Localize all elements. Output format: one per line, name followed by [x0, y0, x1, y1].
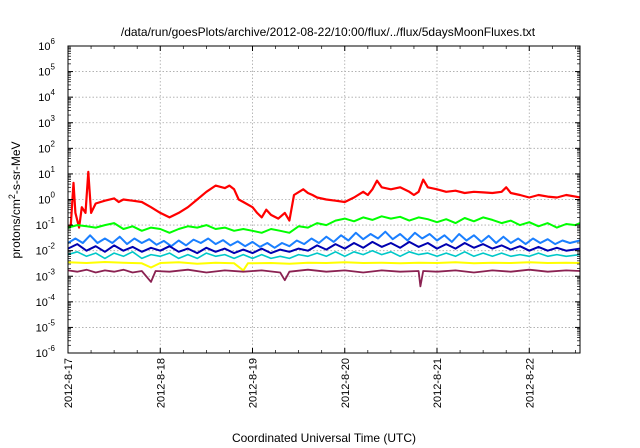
- y-tick-base: 10: [38, 169, 50, 181]
- y-tick-label: 10-3: [36, 267, 56, 283]
- series-line-4: [67, 240, 581, 255]
- series-line-6: [67, 261, 581, 272]
- x-tick-label: 2012-8-18: [155, 358, 167, 408]
- y-tick-base: 10: [36, 348, 48, 360]
- x-tick-label: 2012-8-17: [63, 358, 75, 408]
- y-tick-exp: -2: [48, 242, 56, 251]
- y-tick-label: 10-4: [36, 293, 56, 309]
- y-tick-exp: -6: [48, 344, 56, 353]
- series-line-7: [67, 268, 581, 288]
- chart-title: /data/run/goesPlots/archive/2012-08-22/1…: [121, 25, 536, 39]
- y-tick-exp: 4: [51, 88, 56, 97]
- y-tick-label: 102: [38, 139, 55, 155]
- y-tick-base: 10: [38, 195, 50, 207]
- y-tick-label: 103: [38, 114, 55, 130]
- y-axis-label-base: protons/cm: [9, 199, 23, 258]
- y-axis-label: protons/cm2-s-sr-MeV: [7, 141, 23, 258]
- y-tick-base: 10: [38, 92, 50, 104]
- x-tick-label: 2012-8-20: [340, 358, 352, 408]
- y-tick-label: 10-2: [36, 242, 56, 258]
- y-tick-exp: 3: [51, 114, 56, 123]
- series-line-2: [67, 215, 581, 234]
- y-tick-exp: 6: [51, 37, 56, 46]
- y-tick-base: 10: [36, 271, 48, 283]
- y-tick-base: 10: [38, 143, 50, 155]
- y-tick-label: 10-1: [36, 216, 56, 232]
- series-line-3: [67, 230, 581, 249]
- y-axis-label-exp: 2: [7, 194, 17, 199]
- y-tick-exp: -5: [48, 318, 56, 327]
- y-tick-base: 10: [36, 220, 48, 232]
- y-axis-label-rest: -s-sr-MeV: [9, 141, 23, 194]
- y-tick-label: 10-6: [36, 344, 56, 360]
- y-tick-base: 10: [38, 41, 50, 53]
- y-tick-base: 10: [36, 297, 48, 309]
- series-layer: [67, 170, 581, 288]
- y-tick-label: 101: [38, 165, 55, 181]
- y-tick-exp: 1: [51, 165, 56, 174]
- y-tick-label: 104: [38, 88, 55, 104]
- y-tick-label: 105: [38, 63, 55, 79]
- y-tick-exp: 2: [51, 139, 56, 148]
- y-tick-label: 100: [38, 191, 55, 207]
- y-tick-exp: 0: [51, 191, 56, 200]
- y-tick-base: 10: [36, 322, 48, 334]
- y-tick-label: 106: [38, 37, 55, 53]
- x-axis-label: Coordinated Universal Time (UTC): [232, 431, 416, 445]
- y-tick-base: 10: [38, 118, 50, 130]
- y-tick-exp: 5: [51, 63, 56, 72]
- axes: 10-610-510-410-310-210-11001011021031041…: [36, 37, 580, 408]
- x-tick-label: 2012-8-22: [524, 358, 536, 408]
- series-line-1: [67, 170, 581, 229]
- series-line-5: [67, 249, 581, 260]
- y-tick-base: 10: [36, 246, 48, 258]
- y-tick-exp: -1: [48, 216, 56, 225]
- y-tick-label: 10-5: [36, 318, 56, 334]
- y-tick-exp: -3: [48, 267, 56, 276]
- x-tick-label: 2012-8-21: [432, 358, 444, 408]
- y-tick-base: 10: [38, 67, 50, 79]
- y-tick-exp: -4: [48, 293, 56, 302]
- x-tick-label: 2012-8-19: [248, 358, 260, 408]
